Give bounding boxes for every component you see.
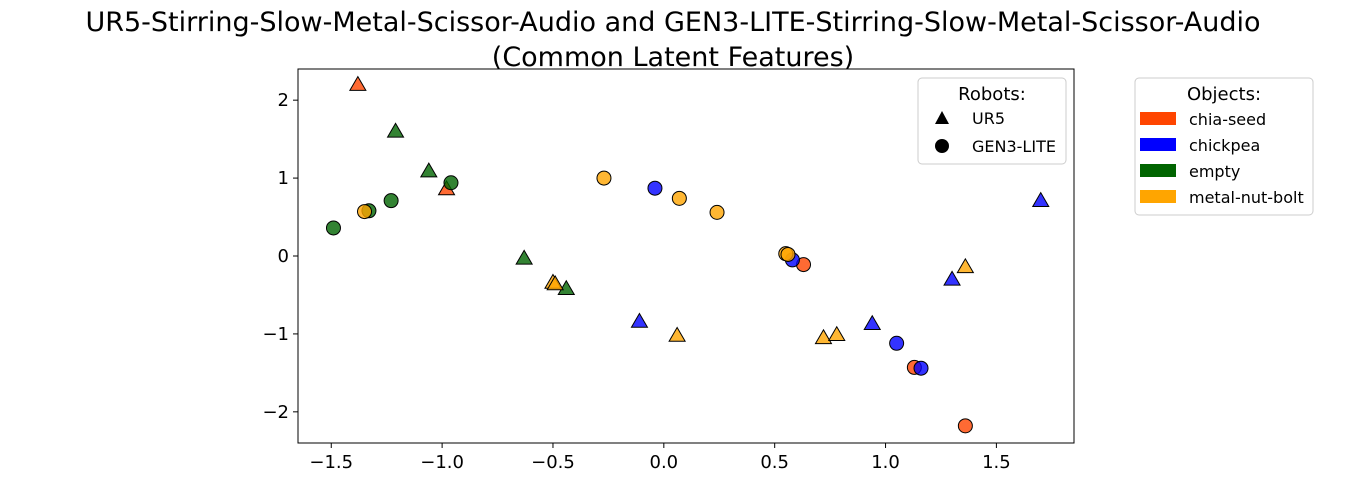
- legend-item-gen3-lite: GEN3-LITE: [972, 137, 1056, 156]
- data-point-chickpea-gen3-lite: [889, 335, 905, 351]
- y-tick-label: −2: [262, 402, 289, 423]
- x-tick-label: −0.5: [531, 452, 575, 473]
- x-tick-label: 1.0: [871, 452, 900, 473]
- data-point-chickpea-ur5: [863, 314, 882, 331]
- chart-title-line-2: (Common Latent Features): [492, 42, 854, 73]
- x-tick-label: 1.5: [982, 452, 1011, 473]
- data-point-chickpea-ur5: [943, 270, 961, 286]
- x-tick-label: 0.0: [650, 452, 679, 473]
- data-point-empty-ur5: [386, 122, 405, 138]
- legend-item-ur5: UR5: [972, 109, 1005, 128]
- data-point-metal-nut-bolt-ur5: [668, 326, 687, 342]
- data-point-metal-nut-bolt-gen3-lite: [709, 204, 725, 220]
- objects-legend-box: [1134, 77, 1314, 216]
- data-point-metal-nut-bolt-ur5: [814, 328, 833, 345]
- y-tick-label: 1: [278, 168, 289, 189]
- data-point-empty-ur5: [419, 162, 438, 178]
- legend-triangle-marker-icon: [935, 111, 949, 124]
- legend-swatch-empty: [1140, 164, 1176, 177]
- legend-item-chickpea: chickpea: [1189, 136, 1260, 155]
- y-tick-label: −1: [262, 324, 289, 345]
- data-point-metal-nut-bolt-ur5: [956, 257, 975, 274]
- data-point-chia-seed-gen3-lite: [957, 418, 973, 434]
- data-point-empty-gen3-lite: [383, 193, 399, 209]
- data-point-empty-gen3-lite: [443, 175, 459, 191]
- chart-title-line-1: UR5-Stirring-Slow-Metal-Scissor-Audio an…: [85, 7, 1260, 38]
- data-point-metal-nut-bolt-ur5: [827, 325, 846, 341]
- objects-legend: Objects: chia-seed chickpea empty metal-…: [1134, 77, 1314, 216]
- data-point-metal-nut-bolt-gen3-lite: [671, 190, 687, 206]
- data-points: [325, 75, 1050, 434]
- x-axis-ticks: −1.5 −1.0 −0.5 0.0 0.5 1.0 1.5: [309, 443, 1011, 473]
- robots-legend-box: [917, 77, 1067, 165]
- y-tick-label: 2: [278, 90, 289, 111]
- legend-swatch-chia-seed: [1140, 112, 1176, 125]
- y-tick-label: 0: [278, 246, 289, 267]
- data-point-metal-nut-bolt-gen3-lite: [780, 246, 796, 262]
- robots-legend: Robots: UR5 GEN3-LITE: [917, 77, 1067, 165]
- data-point-chickpea-gen3-lite: [647, 180, 663, 196]
- data-point-metal-nut-bolt-ur5: [546, 275, 565, 291]
- data-point-chickpea-gen3-lite: [913, 360, 929, 376]
- data-point-empty-ur5: [515, 249, 534, 265]
- data-point-chickpea-ur5: [630, 312, 649, 328]
- data-point-chickpea-ur5: [1031, 191, 1050, 207]
- x-tick-label: −1.5: [309, 452, 353, 473]
- legend-item-chia-seed: chia-seed: [1189, 110, 1266, 129]
- legend-item-metal-nut-bolt: metal-nut-bolt: [1189, 188, 1304, 207]
- legend-item-empty: empty: [1189, 162, 1240, 181]
- legend-swatch-chickpea: [1140, 138, 1176, 151]
- y-axis-ticks: −2 −1 0 1 2: [262, 90, 298, 423]
- x-tick-label: −1.0: [420, 452, 464, 473]
- robots-legend-title: Robots:: [958, 84, 1026, 105]
- data-point-metal-nut-bolt-gen3-lite: [357, 204, 373, 220]
- objects-legend-title: Objects:: [1187, 84, 1261, 105]
- legend-swatch-metal-nut-bolt: [1140, 190, 1176, 203]
- x-tick-label: 0.5: [760, 452, 789, 473]
- legend-circle-marker-icon: [935, 139, 949, 153]
- data-point-empty-gen3-lite: [325, 220, 341, 236]
- data-point-metal-nut-bolt-gen3-lite: [596, 170, 612, 186]
- data-point-chia-seed-ur5: [348, 75, 367, 91]
